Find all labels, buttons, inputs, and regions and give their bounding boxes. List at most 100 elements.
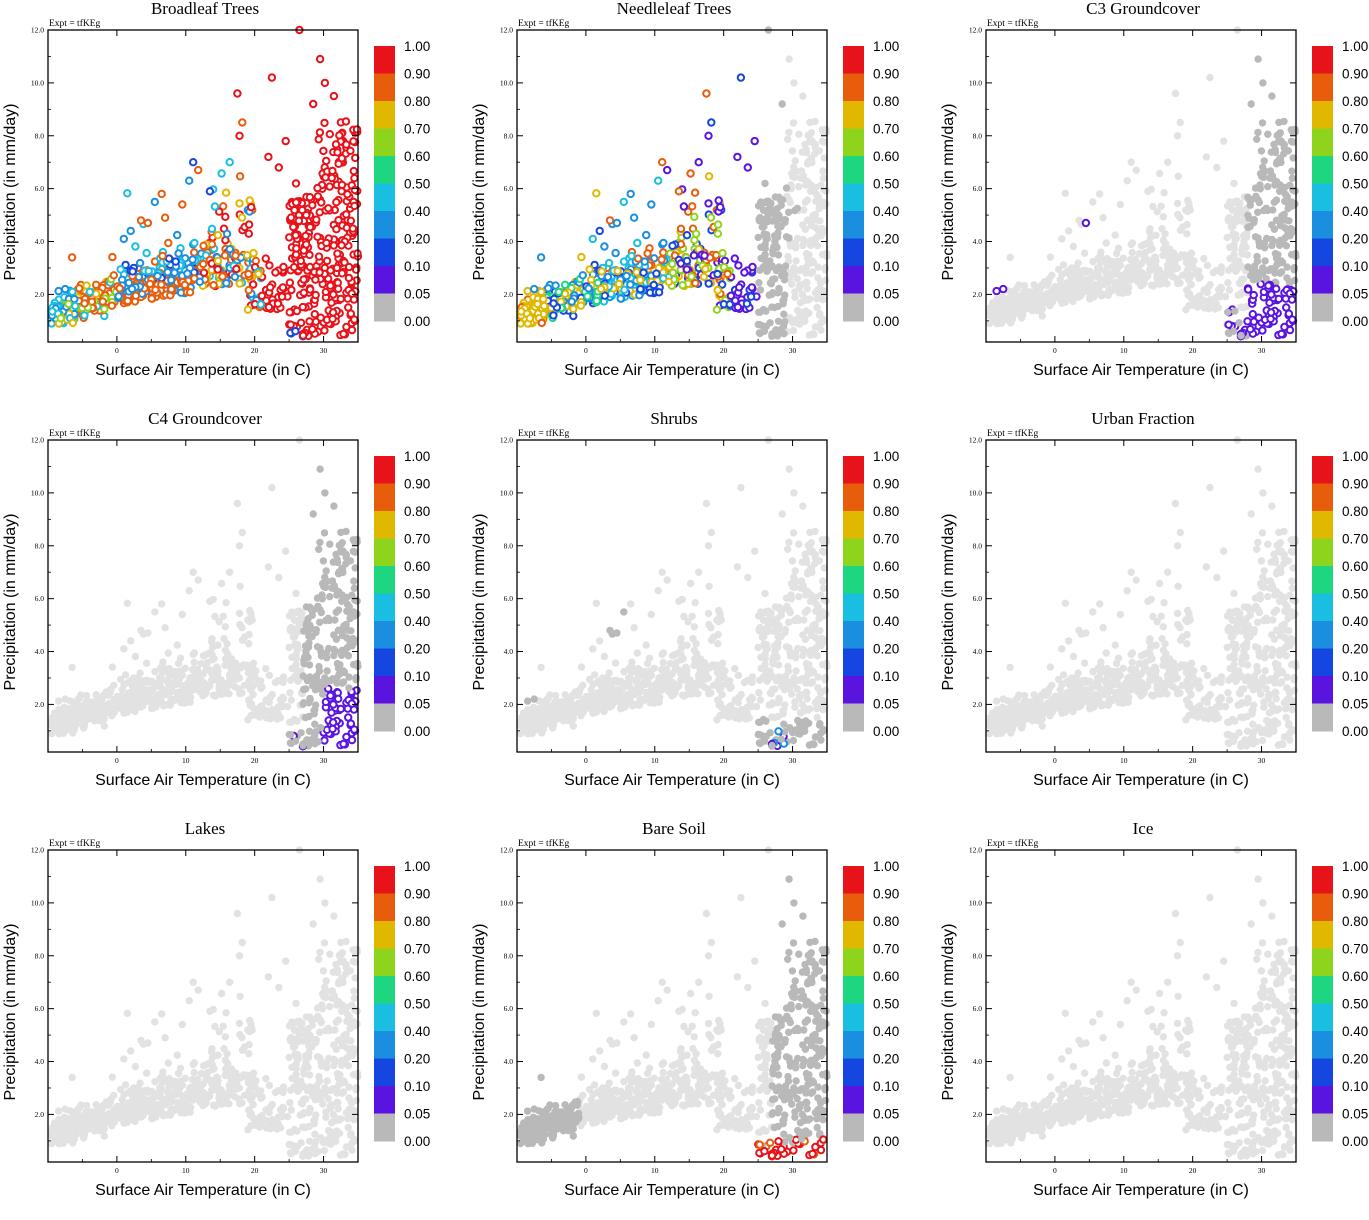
data-point: [796, 131, 802, 137]
data-point: [1221, 138, 1227, 144]
data-point: [314, 185, 320, 191]
data-point: [762, 251, 768, 257]
data-point: [727, 301, 733, 307]
data-point: [129, 696, 135, 702]
data-point: [812, 211, 818, 217]
data-point: [1067, 286, 1073, 292]
data-point: [714, 271, 720, 277]
data-point: [818, 290, 824, 296]
data-point: [187, 699, 193, 705]
x-tick-label: 30: [320, 756, 328, 765]
data-point: [341, 669, 347, 675]
data-point: [1289, 168, 1295, 174]
colorbar-swatch: [843, 129, 864, 157]
data-point: [640, 270, 646, 276]
colorbar-label: 1.00: [873, 39, 899, 54]
data-point: [687, 170, 693, 176]
data-point: [168, 277, 174, 283]
data-point: [757, 287, 763, 293]
data-point: [719, 250, 725, 256]
data-point: [329, 585, 335, 591]
data-point: [117, 676, 123, 682]
data-point: [644, 250, 650, 256]
data-point: [1224, 234, 1230, 240]
data-point: [1204, 262, 1210, 268]
data-point: [820, 613, 826, 619]
data-point: [585, 695, 591, 701]
data-point: [174, 642, 180, 648]
data-point: [1112, 232, 1118, 238]
data-point: [823, 126, 829, 132]
data-point: [341, 259, 347, 265]
data-point: [770, 290, 776, 296]
data-point: [200, 261, 206, 267]
data-point: [288, 322, 294, 328]
data-point: [705, 133, 711, 139]
data-point: [109, 664, 115, 670]
data-point: [782, 319, 788, 325]
data-point: [333, 636, 339, 642]
x-tick-label: 10: [182, 346, 190, 355]
data-point: [310, 101, 316, 107]
data-point: [1097, 191, 1103, 197]
data-point: [334, 149, 340, 155]
data-point: [168, 687, 174, 693]
data-point: [696, 569, 702, 575]
data-point: [615, 678, 621, 684]
data-point: [802, 636, 808, 642]
data-point: [351, 168, 357, 174]
data-point: [275, 301, 281, 307]
data-point: [335, 217, 341, 223]
data-point: [288, 732, 294, 738]
data-point: [804, 286, 810, 292]
data-point: [669, 261, 675, 267]
data-point: [684, 676, 690, 682]
data-point: [280, 674, 286, 680]
expt-label: Expt = tfKEg: [987, 18, 1039, 29]
data-point: [1157, 273, 1163, 279]
data-point: [1064, 280, 1070, 286]
data-point: [218, 580, 224, 586]
data-point: [334, 250, 340, 256]
data-point: [130, 268, 136, 274]
data-point: [1253, 193, 1259, 199]
data-point: [775, 662, 781, 668]
data-point: [794, 205, 800, 211]
data-point: [1053, 293, 1059, 299]
data-point: [314, 234, 320, 240]
data-point: [714, 307, 720, 313]
data-point: [343, 141, 349, 147]
data-point: [1161, 280, 1167, 286]
data-point: [789, 148, 795, 154]
data-point: [327, 693, 333, 699]
data-point: [343, 118, 349, 124]
data-point: [1234, 218, 1240, 224]
data-point: [1090, 287, 1096, 293]
colorbar-swatch: [374, 566, 395, 594]
data-point: [715, 631, 721, 637]
colorbar-label: 0.10: [873, 259, 899, 274]
colorbar-swatch: [843, 101, 864, 129]
data-point: [215, 676, 221, 682]
data-point: [146, 268, 152, 274]
data-point: [580, 272, 586, 278]
data-point: [302, 714, 308, 720]
data-point: [759, 224, 765, 230]
x-tick-label: 20: [251, 346, 259, 355]
data-point: [207, 188, 213, 194]
data-point: [642, 258, 648, 264]
data-point: [1226, 287, 1232, 293]
data-point: [715, 641, 721, 647]
data-point: [81, 722, 87, 728]
data-point: [820, 706, 826, 712]
data-point: [1162, 231, 1168, 237]
data-point: [616, 281, 622, 287]
data-point: [334, 675, 340, 681]
data-point: [762, 232, 768, 238]
data-point: [601, 243, 607, 249]
y-tick-label: 12.0: [31, 26, 44, 35]
data-point: [775, 252, 781, 258]
colorbar-swatch: [1312, 184, 1333, 212]
data-point: [760, 264, 766, 270]
data-point: [782, 217, 788, 223]
